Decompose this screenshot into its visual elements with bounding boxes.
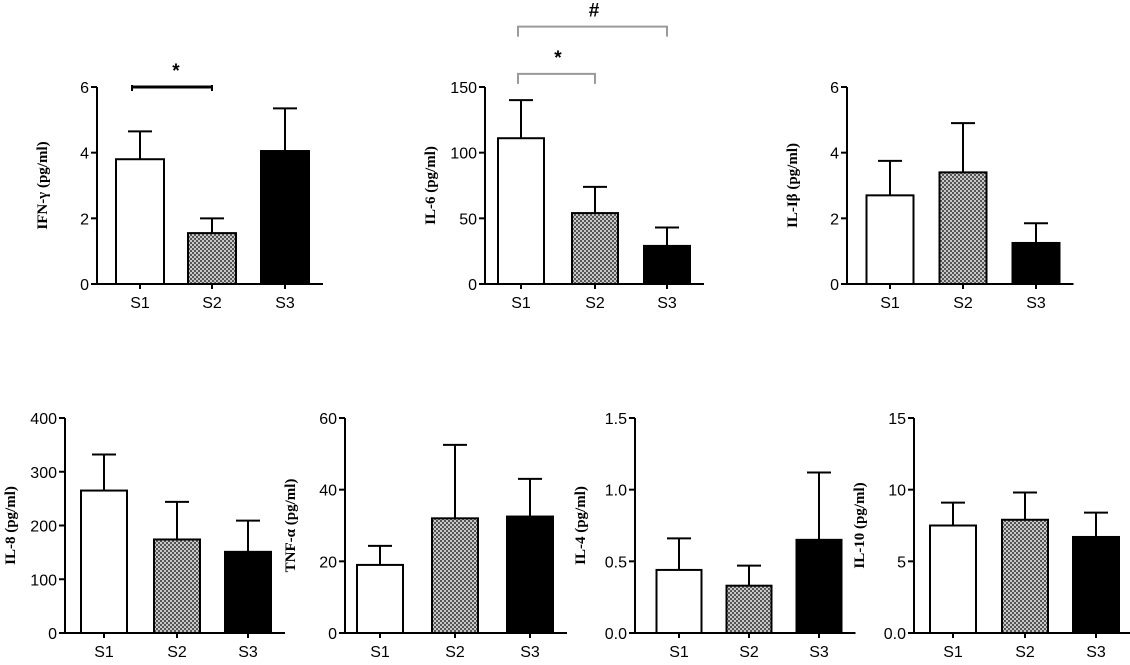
x-tick-label: S2 — [585, 295, 605, 312]
y-tick-label: 6 — [830, 80, 839, 97]
y-tick-label: 100 — [450, 146, 477, 163]
y-tick-label: 15 — [888, 411, 906, 428]
x-tick-label: S3 — [275, 295, 295, 312]
x-tick-label: S3 — [809, 644, 829, 661]
x-tick-label: S2 — [445, 644, 465, 661]
y-tick-label: 40 — [319, 483, 337, 500]
chart-panel-6: IL-4 (pg/ml) 0.0 0.5 1.0 1.5 S1 S2 S3 — [573, 411, 856, 661]
bar-s2 — [187, 232, 237, 286]
x-tick-label: S1 — [669, 644, 689, 661]
chart-panel-4: IL-8 (pg/ml) 0 100 200 300 400 S1 S2 S3 — [3, 411, 285, 661]
y-tick-label: 0.0 — [884, 626, 906, 643]
x-tick-label: S1 — [943, 644, 963, 661]
y-tick-label: 150 — [450, 80, 477, 97]
y-tick-label: 100 — [30, 572, 57, 589]
chart-panel-5: TNF-α (pg/ml) 0 20 40 60 S1 S2 S3 — [283, 411, 567, 661]
x-tick-label: S2 — [953, 295, 973, 312]
y-tick-label: 0 — [468, 277, 477, 294]
bar-s2 — [938, 171, 988, 285]
bar-s3 — [1011, 241, 1061, 285]
bar-s3 — [260, 150, 310, 285]
y-axis-label: IL-8 (pg/ml) — [3, 486, 19, 565]
x-tick-label: S2 — [739, 644, 759, 661]
x-tick-label: S2 — [1015, 644, 1035, 661]
y-tick-label: 20 — [319, 554, 337, 571]
y-tick-label: 50 — [459, 211, 477, 228]
bar-s2 — [431, 517, 479, 634]
x-tick-label: S1 — [880, 295, 900, 312]
x-tick-label: S2 — [202, 295, 222, 312]
x-tick-label: S1 — [130, 295, 150, 312]
bar-s1 — [115, 158, 165, 286]
y-tick-label: 300 — [30, 465, 57, 482]
y-tick-label: 400 — [30, 411, 57, 428]
y-tick-label: 0 — [830, 277, 839, 294]
y-tick-label: 6 — [80, 80, 89, 97]
bar-s1 — [80, 489, 128, 634]
chart-panel-3: IL-Iβ (pg/ml) 0 2 4 6 S1 S2 S3 — [785, 80, 1074, 312]
bar-s2 — [153, 538, 201, 634]
bar-s3 — [506, 515, 554, 635]
x-tick-label: S1 — [94, 644, 114, 661]
bar-s2 — [1001, 518, 1049, 634]
bar-s1 — [356, 563, 404, 635]
significance-bracket — [517, 25, 668, 37]
y-tick-label: 0.5 — [605, 554, 627, 571]
x-tick-label: S3 — [1086, 644, 1106, 661]
y-tick-label: 60 — [319, 411, 337, 428]
bar-s3 — [224, 550, 272, 635]
x-tick-label: S3 — [657, 295, 677, 312]
significance-bracket — [517, 72, 596, 84]
significance-marker: * — [554, 48, 562, 69]
y-axis-label: IL-4 (pg/ml) — [573, 486, 589, 565]
y-tick-label: 10 — [888, 483, 906, 500]
bar-s1 — [865, 194, 915, 286]
bar-s1 — [655, 568, 703, 635]
y-tick-label: 0 — [80, 277, 89, 294]
bar-s1 — [497, 137, 545, 285]
y-axis-label: IL-Iβ (pg/ml) — [785, 143, 801, 228]
y-axis-label: IFN-γ (pg/ml) — [35, 141, 51, 229]
y-tick-label: 1.0 — [605, 483, 627, 500]
y-tick-label: 2 — [830, 211, 839, 228]
y-tick-label: 1.5 — [605, 411, 627, 428]
chart-panel-7: IL-10 (pg/ml) 0.0 5 10 15 S1 S2 S3 — [852, 411, 1130, 661]
significance-marker: # — [589, 1, 600, 22]
y-tick-label: 0 — [328, 626, 337, 643]
y-tick-label: 4 — [830, 146, 839, 163]
x-tick-label: S3 — [238, 644, 258, 661]
y-axis-label: IL-10 (pg/ml) — [852, 482, 868, 568]
x-tick-label: S1 — [370, 644, 390, 661]
y-axis-label: IL-6 (pg/ml) — [423, 146, 439, 225]
bar-s3 — [643, 244, 691, 285]
bar-s2 — [725, 584, 773, 635]
x-tick-label: S1 — [511, 295, 531, 312]
y-tick-label: 5 — [897, 554, 906, 571]
x-tick-label: S3 — [1026, 295, 1046, 312]
chart-panel-2: IL-6 (pg/ml) 0 50 100 150 S1 S2 S3 * # — [423, 1, 704, 312]
y-tick-label: 4 — [80, 146, 89, 163]
bar-s3 — [795, 538, 843, 634]
x-tick-label: S3 — [520, 644, 540, 661]
y-tick-label: 2 — [80, 211, 89, 228]
significance-marker: * — [172, 61, 180, 82]
y-tick-label: 200 — [30, 519, 57, 536]
y-axis-label: TNF-α (pg/ml) — [283, 479, 299, 573]
bar-s1 — [929, 524, 977, 634]
y-tick-label: 0 — [48, 626, 57, 643]
bar-s3 — [1072, 535, 1120, 635]
y-tick-label: 0.0 — [605, 626, 627, 643]
chart-panel-1: IFN-γ (pg/ml) 0 2 4 6 S1 S2 S3 * — [35, 61, 323, 312]
bar-s2 — [571, 212, 619, 285]
x-tick-label: S2 — [167, 644, 187, 661]
